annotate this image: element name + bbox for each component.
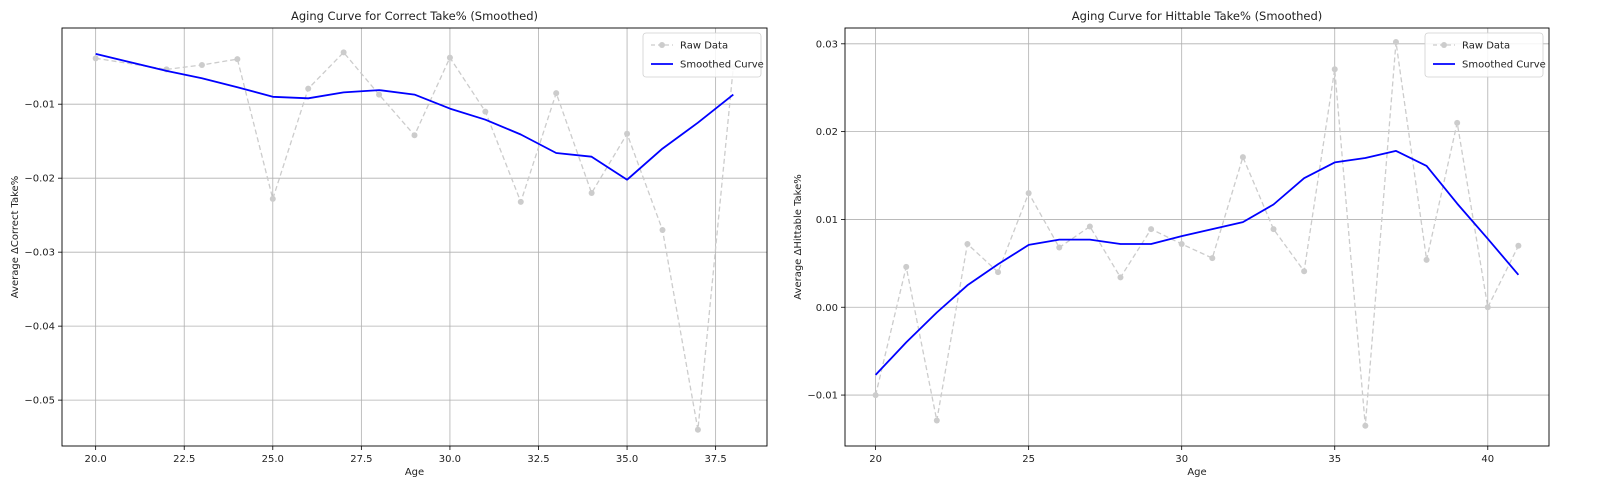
y-tick-label: −0.03	[24, 248, 55, 259]
raw-data-point	[1454, 119, 1461, 126]
raw-data-point	[872, 392, 879, 399]
y-tick-label: −0.01	[807, 391, 838, 402]
raw-data-point	[903, 263, 910, 270]
chart-title: Aging Curve for Hittable Take% (Smoothed…	[1072, 9, 1323, 23]
raw-data-point	[1515, 242, 1522, 249]
series-line-smoothed-curve	[95, 53, 734, 181]
raw-data-point	[995, 269, 1002, 276]
x-axis-label: Age	[1187, 467, 1206, 478]
raw-data-point	[1209, 255, 1216, 262]
raw-data-point	[1056, 244, 1063, 251]
chart-title: Aging Curve for Correct Take% (Smoothed)	[291, 9, 538, 23]
y-tick-label: −0.02	[24, 174, 55, 185]
raw-data-point	[1025, 190, 1032, 197]
legend-marker-raw-data	[1441, 42, 1447, 48]
raw-data-point	[92, 55, 99, 62]
raw-data-point	[340, 49, 347, 56]
raw-data-point	[964, 241, 971, 248]
legend-label: Raw Data	[680, 41, 728, 52]
x-tick-label: 32.5	[527, 454, 549, 465]
raw-data-point	[1362, 422, 1369, 429]
x-axis-label: Age	[405, 467, 424, 478]
series-line-raw-data	[874, 42, 1519, 426]
series-line-raw-data	[95, 51, 734, 430]
x-tick-label: 37.5	[704, 454, 726, 465]
legend-label: Raw Data	[1462, 41, 1510, 52]
y-axis-label: Average ΔCorrect Take%	[10, 176, 21, 298]
raw-data-point	[1178, 241, 1185, 248]
raw-data-point	[1484, 304, 1491, 311]
raw-data-point	[933, 417, 940, 424]
raw-data-point	[305, 85, 312, 92]
plot-frame	[61, 27, 768, 447]
raw-data-point	[553, 90, 560, 97]
x-tick-label: 35	[1328, 454, 1341, 465]
legend-box	[1424, 32, 1544, 78]
raw-data-point	[446, 54, 453, 61]
chart-correct-take: 20.0 22.5 25.0 27.5 30.0 32.5 35.0 37.5 −0.05 −0.…	[10, 9, 768, 478]
raw-data-point	[1148, 226, 1155, 233]
plot-frame	[844, 27, 1550, 447]
raw-data-point	[588, 189, 595, 196]
chart-hittable-take: 20 25 30 35 40 −0.01 0.00 0.01 0.02 0.03 Aging Cur…	[793, 9, 1550, 478]
legend-label: Smoothed Curve	[1462, 60, 1546, 71]
raw-data-point	[1086, 223, 1093, 230]
x-tick-label: 40	[1481, 454, 1494, 465]
x-tick-label: 30.0	[439, 454, 461, 465]
raw-data-point	[376, 91, 383, 98]
y-tick-label: −0.04	[24, 322, 55, 333]
x-tick-label: 25	[1022, 454, 1035, 465]
raw-data-point	[694, 426, 701, 433]
legend-marker-raw-data	[659, 42, 665, 48]
y-tick-label: 0.01	[816, 215, 838, 226]
raw-data-point	[1117, 274, 1124, 281]
raw-data-point	[517, 198, 524, 205]
x-tick-label: 20.0	[85, 454, 107, 465]
raw-data-point	[269, 195, 276, 202]
legend-box	[642, 32, 762, 78]
y-axis-label: Average ΔHittable Take%	[793, 174, 804, 299]
x-tick-label: 35.0	[616, 454, 638, 465]
raw-data-point	[1239, 154, 1246, 161]
x-tick-label: 30	[1175, 454, 1188, 465]
raw-data-point	[234, 56, 241, 63]
y-tick-label: −0.05	[24, 396, 55, 407]
raw-data-point	[659, 226, 666, 233]
raw-data-point	[624, 130, 631, 137]
raw-data-point	[411, 132, 418, 139]
legend-label: Smoothed Curve	[680, 60, 764, 71]
raw-data-point	[1270, 226, 1277, 233]
x-tick-label: 25.0	[262, 454, 284, 465]
raw-data-point	[1301, 268, 1308, 275]
raw-data-point	[1331, 66, 1338, 73]
raw-data-point	[482, 108, 489, 115]
x-tick-label: 27.5	[350, 454, 372, 465]
y-tick-label: 0.00	[816, 303, 838, 314]
raw-data-point	[198, 61, 205, 68]
series-line-smoothed-curve	[874, 149, 1520, 376]
y-tick-label: −0.01	[24, 100, 55, 111]
x-tick-label: 22.5	[173, 454, 195, 465]
y-tick-label: 0.02	[816, 127, 838, 138]
x-tick-label: 20	[869, 454, 882, 465]
raw-data-point	[1423, 256, 1430, 263]
raw-data-point	[1392, 39, 1399, 46]
y-tick-label: 0.03	[816, 39, 838, 50]
